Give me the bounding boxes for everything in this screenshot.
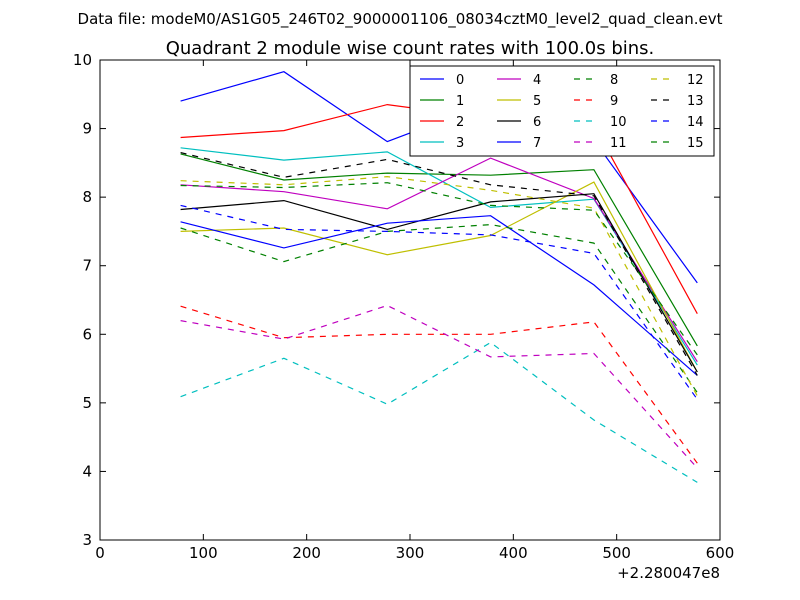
legend-label-5: 5 xyxy=(533,94,541,109)
legend-label-4: 4 xyxy=(533,73,541,88)
series-line-5 xyxy=(180,181,698,373)
series-line-9 xyxy=(180,305,698,464)
y-tick-label: 6 xyxy=(82,325,92,343)
legend-label-15: 15 xyxy=(687,136,704,151)
series-line-4 xyxy=(180,157,698,363)
figure-suptitle: Data file: modeM0/AS1G05_246T02_90000011… xyxy=(78,10,723,29)
legend-label-10: 10 xyxy=(610,115,627,130)
x-tick-label: 500 xyxy=(602,544,631,562)
y-tick-label: 9 xyxy=(82,120,92,138)
y-tick-label: 10 xyxy=(73,51,92,69)
series-line-7 xyxy=(180,215,698,376)
x-tick-label: 200 xyxy=(292,544,321,562)
x-tick-label: 300 xyxy=(396,544,425,562)
series-line-10 xyxy=(180,341,698,483)
x-tick-label: 600 xyxy=(706,544,735,562)
y-tick-label: 3 xyxy=(82,531,92,549)
legend-label-8: 8 xyxy=(610,73,618,88)
legend-label-9: 9 xyxy=(610,94,618,109)
series-layer xyxy=(180,71,698,483)
y-tick-label: 7 xyxy=(82,257,92,275)
series-line-14 xyxy=(180,204,698,400)
legend-label-0: 0 xyxy=(456,73,464,88)
series-line-13 xyxy=(180,152,698,376)
legend-box xyxy=(409,65,715,157)
series-line-6 xyxy=(180,193,698,373)
legend-label-1: 1 xyxy=(456,94,464,109)
x-tick-label: 0 xyxy=(95,544,105,562)
legend-label-13: 13 xyxy=(687,94,704,109)
y-tick-label: 5 xyxy=(82,394,92,412)
x-tick-label: 100 xyxy=(189,544,218,562)
y-tick-label: 8 xyxy=(82,188,92,206)
legend-label-3: 3 xyxy=(456,136,464,151)
legend-label-11: 11 xyxy=(610,136,627,151)
y-tick-label: 4 xyxy=(82,462,92,480)
series-line-8 xyxy=(180,223,698,393)
legend-label-2: 2 xyxy=(456,115,464,130)
chart-title: Quadrant 2 module wise count rates with … xyxy=(166,38,655,59)
legend-label-7: 7 xyxy=(533,136,541,151)
series-line-1 xyxy=(180,153,698,347)
legend-label-14: 14 xyxy=(687,115,704,130)
series-line-11 xyxy=(180,304,698,469)
series-line-12 xyxy=(180,175,698,397)
series-line-15 xyxy=(180,182,698,356)
legend-label-6: 6 xyxy=(533,115,541,130)
x-axis-offset-label: +2.280047e8 xyxy=(617,564,720,582)
x-tick-label: 400 xyxy=(499,544,528,562)
legend-label-12: 12 xyxy=(687,73,704,88)
